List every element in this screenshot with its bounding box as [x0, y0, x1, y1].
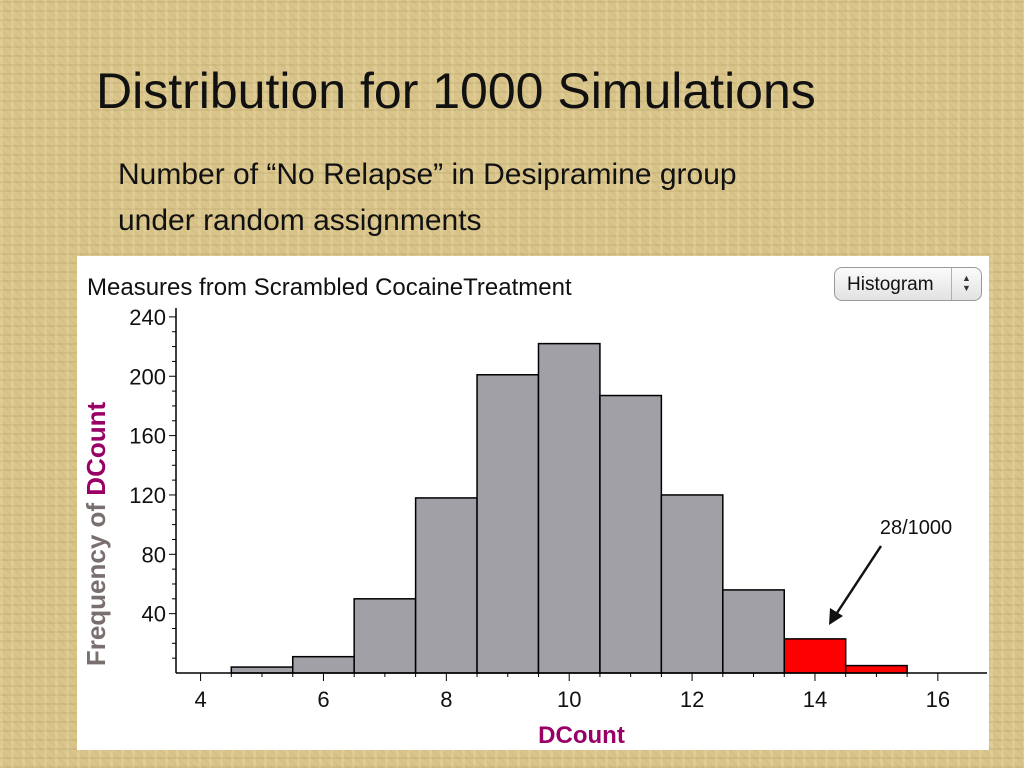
x-tick-label: 4 [194, 687, 206, 712]
histogram-bar [476, 374, 540, 674]
histogram-bar [537, 342, 601, 674]
display-type-value: Histogram [847, 274, 934, 295]
slide-title: Distribution for 1000 Simulations [96, 63, 816, 119]
bars-group [230, 342, 908, 674]
y-axis-label: Frequency of DCount [81, 401, 111, 666]
annotation-arrow-head [829, 608, 843, 625]
histogram-bar [783, 638, 847, 674]
graph-panel: Measures from Scrambled CocaineTreatment… [77, 256, 989, 750]
histogram-bar [844, 664, 908, 674]
y-tick-label: 120 [129, 483, 166, 508]
y-tick-label: 40 [142, 602, 166, 627]
histogram-bar [599, 394, 663, 674]
histogram-chart: Frequency of DCount 40 80 120 160 200 240 4 6 8 1… [81, 305, 987, 749]
x-tick-label: 14 [803, 687, 827, 712]
x-axis-label: DCount [538, 722, 625, 749]
histogram-bar [353, 598, 417, 674]
x-tick-label: 16 [926, 687, 950, 712]
svg-text:Frequency of DCount: Frequency of DCount [81, 401, 111, 666]
y-axis-label-variable: DCount [81, 401, 111, 495]
subtitle-line-2: under random assignments [118, 204, 482, 237]
histogram-bar [291, 655, 355, 674]
y-axis-label-prefix: Frequency of [81, 496, 111, 666]
x-tick-label: 12 [680, 687, 704, 712]
histogram-bar [722, 589, 785, 674]
up-down-arrows-icon: ▲ ▼ [951, 268, 981, 300]
subtitle-line-1: Number of “No Relapse” in Desipramine gr… [118, 158, 737, 191]
y-tick-label: 160 [129, 424, 166, 449]
histogram-bar [230, 666, 294, 674]
x-tick-label: 6 [317, 687, 329, 712]
histogram-bar [660, 494, 724, 674]
annotation-arrow-line [831, 545, 883, 620]
y-tick-label: 80 [142, 542, 166, 567]
slide-subtitle: Number of “No Relapse” in Desipramine gr… [118, 152, 938, 244]
y-tick-label: 200 [129, 364, 166, 389]
annotation-group: 28/1000 [829, 517, 952, 625]
y-tick-label: 240 [129, 305, 166, 330]
graph-title: Measures from Scrambled CocaineTreatment [87, 274, 572, 301]
annotation-label: 28/1000 [880, 517, 952, 539]
axes-group: 40 80 120 160 200 240 4 6 8 10 12 14 16 DCount [129, 305, 987, 749]
x-tick-label: 10 [557, 687, 581, 712]
x-tick-label: 8 [440, 687, 452, 712]
display-type-select[interactable]: Histogram ▲ ▼ [834, 267, 982, 301]
histogram-bar [414, 497, 478, 674]
